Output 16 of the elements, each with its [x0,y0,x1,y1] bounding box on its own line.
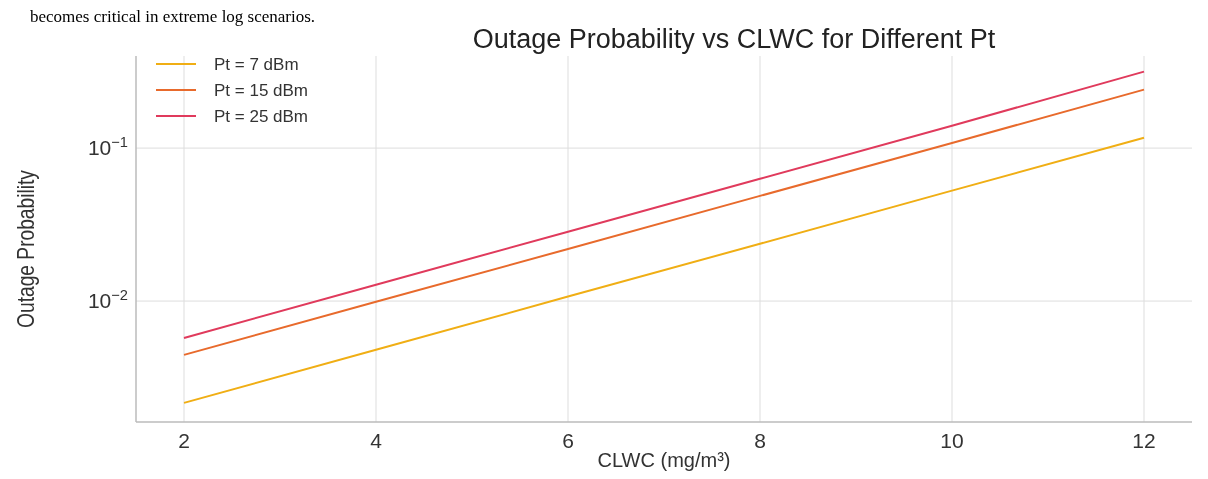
x-tick-label: 6 [562,429,574,452]
x-tick-label: 12 [1132,429,1156,452]
x-tick-label: 2 [178,429,190,452]
y-axis-title: Outage Probability [11,169,40,328]
legend-label: Pt = 7 dBm [214,55,299,74]
line-series [183,136,1145,404]
legend-label: Pt = 25 dBm [214,107,309,126]
text: becomes critical in extreme log scenarios. [30,7,316,26]
legend-label: Pt = 15 dBm [214,81,309,100]
y-tick-label: 10$^{−1}$ [87,134,128,160]
x-tick-label: 8 [754,429,766,452]
x-tick-label: 4 [370,429,383,452]
chart-title: Outage Probability vs CLWC for Different Pt [472,24,996,54]
x-tick-label: 10 [940,429,964,452]
x-axis-title: CLWC (mg/m³) [597,449,731,471]
y-tick-label: 10$^{−2}$ [87,287,128,313]
